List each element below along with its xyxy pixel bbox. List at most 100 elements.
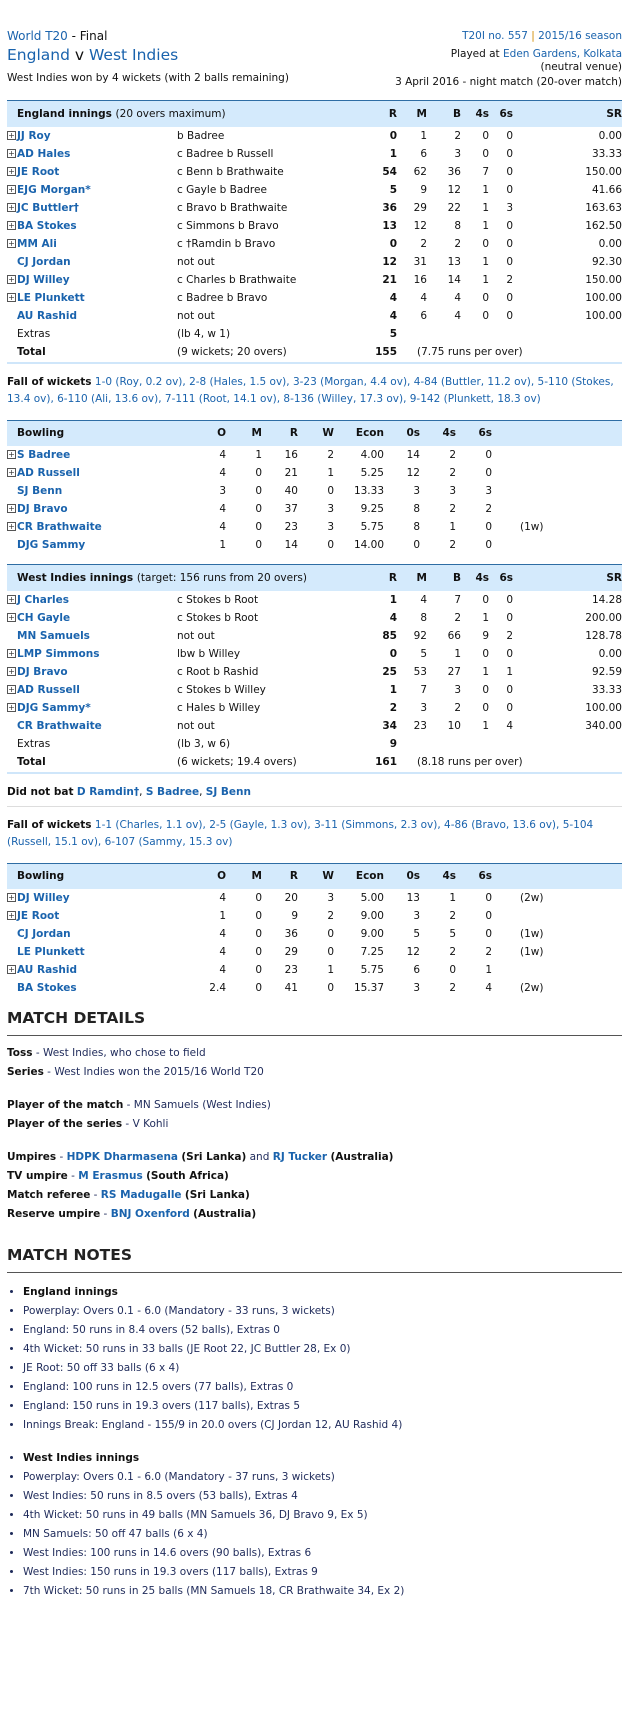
expand-icon[interactable]: + [7, 648, 16, 658]
player-link[interactable]: DJ Bravo [17, 503, 68, 515]
dnb-label: Did not bat [7, 785, 74, 798]
expand-icon[interactable]: + [7, 274, 16, 284]
player-link[interactable]: AU Rashid [17, 309, 77, 322]
player-link[interactable]: J Charles [17, 593, 69, 606]
expand-icon[interactable]: + [7, 965, 16, 974]
stat-b: 2 [454, 701, 461, 714]
tv-umpire-link[interactable]: M Erasmus [78, 1170, 143, 1182]
stat-6s: 0 [485, 521, 492, 533]
player-link[interactable]: DJ Willey [17, 273, 70, 286]
expand-icon[interactable]: + [7, 220, 16, 230]
dnb-player[interactable]: SJ Benn [205, 785, 251, 798]
expand-icon[interactable]: + [7, 468, 16, 477]
dnb-player[interactable]: D Ramdin† [76, 785, 140, 798]
expand-icon[interactable]: + [7, 130, 16, 140]
player-link[interactable]: LE Plunkett [17, 946, 85, 958]
player-link[interactable]: CR Brathwaite [17, 719, 102, 732]
player-link[interactable]: JJ Roy [17, 129, 51, 142]
dnb-player[interactable]: S Badree [145, 785, 200, 798]
expand-icon[interactable]: + [7, 612, 16, 622]
table-row: CR Brathwaite not out 34 23 10 1 4 340.00 [7, 717, 622, 735]
player-link[interactable]: CJ Jordan [17, 928, 71, 940]
player-link[interactable]: BA Stokes [17, 982, 77, 994]
expand-icon[interactable]: + [7, 504, 16, 513]
expand-icon[interactable]: + [7, 594, 16, 604]
col-r: R [367, 564, 397, 591]
expand-icon[interactable]: + [7, 148, 16, 158]
stat-0s: 3 [413, 982, 420, 994]
player-link[interactable]: LMP Simmons [17, 647, 100, 660]
player-link[interactable]: DJ Bravo [17, 665, 68, 678]
player-link[interactable]: CH Gayle [17, 611, 71, 624]
expand-icon[interactable]: + [7, 684, 16, 694]
venue-link[interactable]: Eden Gardens, Kolkata [503, 48, 622, 60]
expand-icon[interactable]: + [7, 184, 16, 194]
stat-6s: 0 [506, 183, 513, 196]
player-link[interactable]: JE Root [17, 165, 60, 178]
series-link[interactable]: World T20 [7, 29, 68, 43]
stat-r: 0 [389, 647, 397, 660]
extras-detail: (lb 3, w 6) [177, 737, 231, 750]
expand-icon[interactable]: + [7, 202, 16, 212]
table-row: + JE Root 1 0 9 2 9.00 3 2 0 [7, 907, 622, 925]
player-link[interactable]: S Badree [17, 449, 71, 461]
player-link[interactable]: DJ Willey [17, 892, 70, 904]
player-link[interactable]: CR Brathwaite [17, 521, 102, 533]
stat-b: 7 [454, 593, 461, 606]
stat-r: 4 [389, 611, 397, 624]
player-link[interactable]: JE Root [17, 910, 60, 922]
extras-note [492, 482, 622, 500]
player-link[interactable]: EJG Morgan* [17, 183, 91, 196]
player-link[interactable]: DJG Sammy* [17, 701, 91, 714]
stat-r: 20 [284, 892, 298, 904]
player-link[interactable]: MM Ali [17, 237, 57, 250]
expand-icon[interactable]: + [7, 666, 16, 676]
total-label: Total [7, 342, 177, 364]
player-link[interactable]: AU Rashid [17, 964, 77, 976]
stat-6s: 0 [506, 291, 513, 304]
referee-link[interactable]: RS Madugalle [100, 1189, 182, 1201]
expand-icon[interactable]: + [7, 702, 16, 712]
player-link[interactable]: AD Russell [17, 467, 80, 479]
player-link[interactable]: MN Samuels [17, 629, 90, 642]
expand-icon[interactable]: + [7, 893, 16, 902]
player-link[interactable]: CJ Jordan [17, 255, 71, 268]
stat-w: 1 [327, 467, 334, 479]
match-no-link[interactable]: T20I no. 557 [462, 30, 528, 42]
team2-link[interactable]: West Indies [89, 46, 179, 64]
player-cell: + CR Brathwaite [7, 518, 192, 536]
season-link[interactable]: 2015/16 season [538, 30, 622, 42]
player-link[interactable]: DJG Sammy [17, 539, 86, 551]
stat-econ: 14.00 [353, 539, 384, 551]
umpire-link[interactable]: HDPK Dharmasena [66, 1151, 179, 1163]
col-6s: 6s [489, 564, 513, 591]
umpire-link[interactable]: RJ Tucker [272, 1151, 328, 1163]
player-link[interactable]: AD Russell [17, 683, 80, 696]
table-row: + MM Ali c †Ramdin b Bravo 0 2 2 0 0 0.00 [7, 235, 622, 253]
match-notes-heading: MATCH NOTES [7, 1234, 622, 1273]
stat-sr: 100.00 [585, 701, 622, 714]
team1-link[interactable]: England [7, 46, 70, 64]
expand-icon[interactable]: + [7, 292, 16, 302]
expand-icon[interactable]: + [7, 450, 16, 459]
player-link[interactable]: LE Plunkett [17, 291, 85, 304]
stat-sr: 0.00 [598, 237, 622, 250]
stat-w: 0 [327, 485, 334, 497]
player-cell: + JC Buttler† [7, 199, 177, 217]
table-row: LE Plunkett 4 0 29 0 7.25 12 2 2 (1w) [7, 943, 622, 961]
player-link[interactable]: JC Buttler† [17, 201, 79, 214]
stat-6s: 0 [485, 539, 492, 551]
expand-icon[interactable]: + [7, 238, 16, 248]
player-link[interactable]: SJ Benn [17, 485, 63, 497]
total-value: 161 [367, 752, 397, 774]
innings-name: West Indies innings [17, 571, 134, 584]
reserve-umpire-link[interactable]: BNJ Oxenford [110, 1208, 190, 1220]
dismissal: c †Ramdin b Bravo [177, 237, 276, 250]
stat-4s: 0 [482, 683, 489, 696]
expand-icon[interactable]: + [7, 166, 16, 176]
expand-icon[interactable]: + [7, 911, 16, 920]
player-link[interactable]: AD Hales [17, 147, 71, 160]
match-details-heading: MATCH DETAILS [7, 997, 622, 1036]
player-link[interactable]: BA Stokes [17, 219, 77, 232]
expand-icon[interactable]: + [7, 522, 16, 531]
